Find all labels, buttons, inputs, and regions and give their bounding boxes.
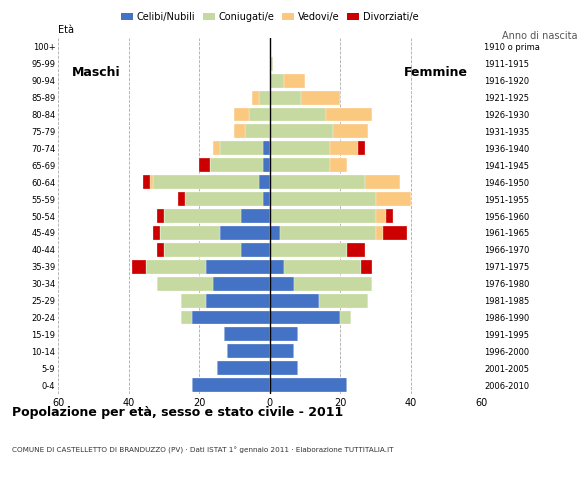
Bar bbox=[213, 142, 220, 155]
Bar bbox=[270, 57, 273, 71]
Bar bbox=[160, 226, 220, 240]
Bar bbox=[329, 142, 358, 155]
Bar bbox=[252, 91, 259, 105]
Bar bbox=[270, 142, 329, 155]
Bar bbox=[153, 226, 160, 240]
Bar bbox=[376, 209, 386, 223]
Bar bbox=[329, 158, 347, 172]
Bar bbox=[365, 175, 400, 189]
Bar bbox=[178, 192, 185, 206]
Bar bbox=[270, 108, 326, 121]
Bar bbox=[386, 209, 393, 223]
Bar bbox=[358, 142, 365, 155]
Text: Anno di nascita: Anno di nascita bbox=[502, 31, 577, 41]
Bar bbox=[157, 277, 213, 290]
Bar bbox=[263, 142, 270, 155]
Bar bbox=[295, 277, 372, 290]
Bar bbox=[153, 175, 259, 189]
Text: Maschi: Maschi bbox=[72, 66, 121, 79]
Bar bbox=[270, 378, 347, 392]
Bar bbox=[326, 108, 372, 121]
Bar bbox=[192, 378, 270, 392]
Bar bbox=[270, 74, 284, 88]
Bar bbox=[270, 243, 347, 257]
Bar bbox=[376, 192, 411, 206]
Bar bbox=[270, 226, 280, 240]
Bar bbox=[206, 294, 270, 308]
Bar bbox=[302, 91, 340, 105]
Bar bbox=[270, 124, 333, 138]
Bar bbox=[284, 74, 305, 88]
Bar bbox=[234, 124, 245, 138]
Bar bbox=[206, 260, 270, 274]
Bar bbox=[217, 361, 270, 375]
Bar bbox=[270, 361, 298, 375]
Bar bbox=[270, 209, 376, 223]
Bar bbox=[241, 209, 270, 223]
Bar bbox=[270, 158, 329, 172]
Bar bbox=[270, 91, 302, 105]
Bar bbox=[270, 277, 295, 290]
Bar bbox=[182, 311, 192, 324]
Bar bbox=[220, 226, 270, 240]
Bar bbox=[270, 175, 365, 189]
Bar bbox=[224, 327, 270, 341]
Bar bbox=[182, 294, 206, 308]
Bar bbox=[164, 243, 241, 257]
Bar bbox=[248, 108, 270, 121]
Bar bbox=[361, 260, 372, 274]
Bar bbox=[213, 277, 270, 290]
Bar bbox=[270, 311, 340, 324]
Bar bbox=[241, 243, 270, 257]
Bar bbox=[220, 142, 263, 155]
Bar bbox=[259, 91, 270, 105]
Bar bbox=[227, 344, 270, 358]
Bar bbox=[157, 209, 164, 223]
Bar bbox=[143, 175, 150, 189]
Bar bbox=[319, 294, 368, 308]
Bar bbox=[340, 311, 351, 324]
Bar bbox=[270, 344, 295, 358]
Bar bbox=[245, 124, 270, 138]
Bar bbox=[150, 175, 153, 189]
Bar bbox=[157, 243, 164, 257]
Bar bbox=[132, 260, 146, 274]
Text: Età: Età bbox=[58, 25, 74, 35]
Bar bbox=[259, 175, 270, 189]
Bar bbox=[280, 226, 376, 240]
Bar bbox=[192, 311, 270, 324]
Bar bbox=[210, 158, 263, 172]
Bar bbox=[164, 209, 241, 223]
Text: Popolazione per età, sesso e stato civile - 2011: Popolazione per età, sesso e stato civil… bbox=[12, 406, 343, 419]
Bar bbox=[263, 158, 270, 172]
Bar bbox=[146, 260, 206, 274]
Bar bbox=[270, 327, 298, 341]
Bar bbox=[270, 294, 319, 308]
Bar bbox=[263, 192, 270, 206]
Bar bbox=[347, 243, 365, 257]
Text: COMUNE DI CASTELLETTO DI BRANDUZZO (PV) · Dati ISTAT 1° gennaio 2011 · Elaborazi: COMUNE DI CASTELLETTO DI BRANDUZZO (PV) … bbox=[12, 446, 393, 454]
Bar bbox=[376, 226, 383, 240]
Bar bbox=[270, 260, 284, 274]
Bar bbox=[199, 158, 210, 172]
Bar bbox=[284, 260, 361, 274]
Legend: Celibi/Nubili, Coniugati/e, Vedovi/e, Divorziati/e: Celibi/Nubili, Coniugati/e, Vedovi/e, Di… bbox=[117, 8, 422, 25]
Text: Femmine: Femmine bbox=[404, 66, 468, 79]
Bar bbox=[383, 226, 407, 240]
Bar bbox=[270, 192, 376, 206]
Bar bbox=[333, 124, 368, 138]
Bar bbox=[185, 192, 263, 206]
Bar bbox=[234, 108, 248, 121]
